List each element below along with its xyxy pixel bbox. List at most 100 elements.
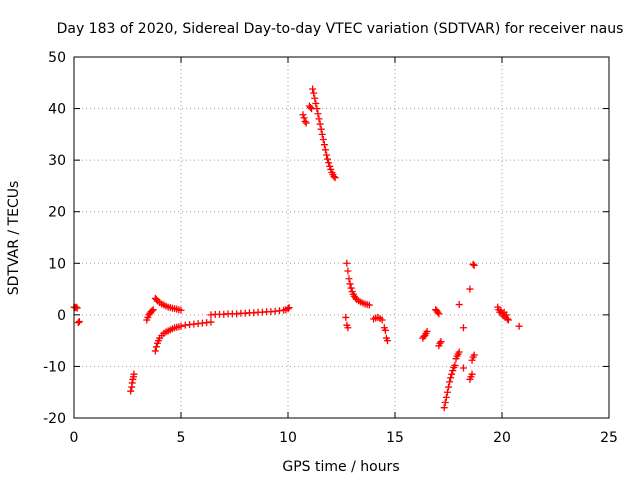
data-point — [148, 307, 156, 315]
data-point — [470, 351, 478, 359]
data-point — [310, 89, 318, 97]
data-point — [469, 260, 477, 268]
data-point — [344, 267, 352, 275]
data-point — [446, 378, 454, 386]
data-point — [314, 110, 322, 118]
axis-ticks: 0 5 10 15 20 25 -20 -10 0 10 20 30 40 50 — [43, 50, 618, 446]
x-tick-label: 25 — [600, 430, 618, 446]
x-tick-label: 10 — [279, 430, 297, 446]
data-point — [321, 146, 329, 154]
chart-title: Day 183 of 2020, Sidereal Day-to-day VTE… — [57, 21, 624, 37]
data-point — [127, 387, 135, 395]
x-axis-label: GPS time / hours — [282, 459, 399, 475]
data-point — [459, 364, 467, 372]
data-point — [207, 318, 215, 326]
grid — [74, 57, 609, 418]
data-point — [468, 356, 476, 364]
data-point — [284, 305, 292, 313]
data-point — [504, 316, 512, 324]
data-point — [455, 348, 463, 356]
plot-frame — [73, 56, 610, 419]
data-point — [445, 383, 452, 391]
data-point — [285, 304, 293, 312]
data-point — [365, 301, 373, 309]
data-point — [344, 324, 352, 332]
data-point — [448, 370, 456, 378]
x-tick-label: 20 — [493, 430, 511, 446]
data-point — [73, 304, 81, 312]
data-point — [177, 306, 185, 314]
data-point — [325, 159, 333, 167]
data-point — [378, 316, 386, 324]
data-point — [319, 136, 327, 144]
x-tick-label: 0 — [70, 430, 79, 446]
data-point — [447, 374, 455, 382]
y-tick-label: 0 — [57, 308, 66, 324]
data-point — [152, 343, 160, 351]
data-point — [449, 367, 457, 375]
data-point — [459, 324, 467, 332]
data-points — [70, 85, 523, 412]
data-point — [468, 370, 476, 378]
data-point — [331, 174, 339, 182]
data-point — [306, 104, 314, 112]
y-axis-label: SDTVAR / TECUs — [6, 181, 22, 296]
y-tick-label: 10 — [48, 256, 66, 272]
data-point — [384, 337, 392, 345]
data-point — [149, 306, 157, 314]
x-tick-label: 5 — [177, 430, 186, 446]
data-point — [451, 361, 459, 369]
data-point — [299, 111, 307, 119]
data-point — [315, 115, 323, 123]
data-point — [470, 261, 478, 269]
data-point — [324, 155, 332, 163]
data-point — [302, 119, 310, 127]
data-point — [497, 307, 505, 315]
data-point — [330, 173, 338, 181]
data-point — [345, 275, 353, 283]
data-point — [343, 259, 351, 267]
data-point — [320, 141, 328, 149]
data-point — [326, 162, 334, 170]
data-point — [74, 319, 82, 327]
data-point — [502, 311, 510, 319]
data-point — [309, 85, 317, 93]
data-point — [423, 327, 431, 335]
data-point — [466, 285, 474, 293]
x-tick-label: 15 — [386, 430, 404, 446]
data-point — [342, 313, 350, 321]
data-point — [313, 105, 321, 113]
data-point — [434, 308, 442, 316]
data-point — [351, 294, 359, 302]
data-point — [151, 347, 159, 355]
data-point — [442, 393, 450, 401]
data-point — [381, 326, 389, 334]
data-point — [312, 99, 320, 107]
data-point — [347, 284, 355, 292]
data-point — [441, 399, 449, 407]
data-point — [443, 388, 451, 396]
data-point — [317, 125, 325, 133]
data-point — [323, 151, 331, 159]
data-point — [455, 301, 463, 309]
data-point — [311, 94, 319, 102]
y-tick-label: 50 — [48, 50, 66, 66]
data-point — [130, 370, 138, 378]
data-point — [177, 322, 185, 330]
y-tick-label: 20 — [48, 205, 66, 221]
y-tick-label: 40 — [48, 102, 66, 118]
data-point — [435, 310, 443, 318]
data-point — [515, 322, 523, 330]
data-point — [318, 130, 326, 138]
data-point — [327, 165, 335, 173]
data-point — [436, 339, 444, 347]
y-tick-label: 30 — [48, 153, 66, 169]
data-point — [75, 318, 83, 326]
data-point — [300, 114, 308, 122]
data-point — [316, 120, 324, 128]
data-point — [152, 295, 160, 303]
data-point — [301, 117, 309, 125]
y-tick-label: -10 — [43, 359, 66, 375]
